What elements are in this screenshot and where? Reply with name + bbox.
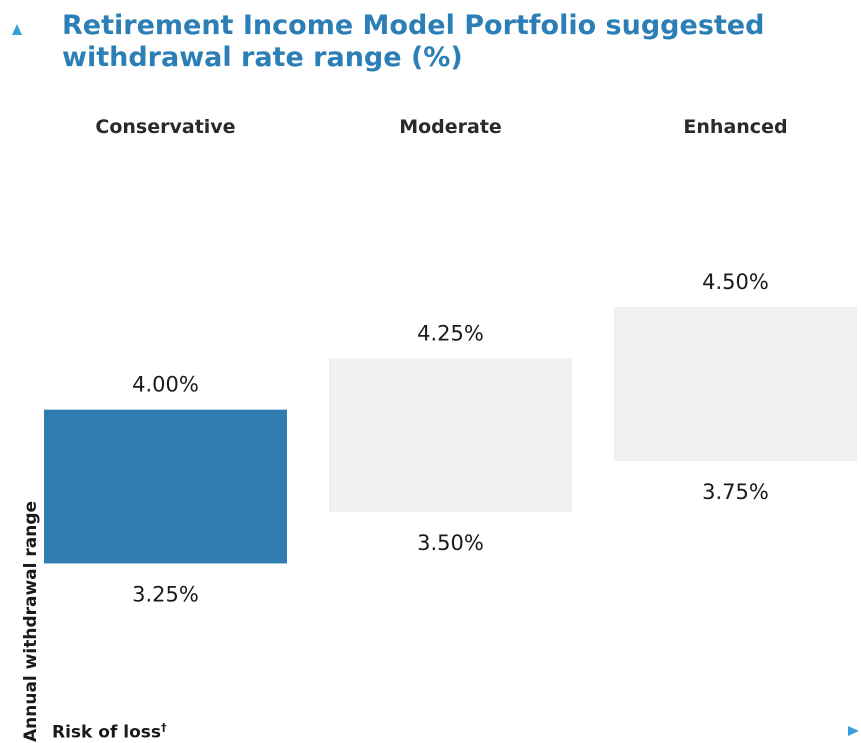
category-label: Moderate bbox=[399, 116, 502, 138]
x-axis-label-text: Risk of loss bbox=[52, 722, 161, 743]
low-value-label: 3.25% bbox=[132, 582, 199, 606]
range-bar-conservative bbox=[44, 409, 287, 564]
high-value-label: 4.50% bbox=[702, 270, 769, 294]
range-bar-moderate bbox=[329, 358, 572, 513]
range-bar-enhanced bbox=[614, 307, 857, 461]
x-axis-arrowhead bbox=[848, 726, 859, 736]
chart-title: Retirement Income Model Portfolio sugges… bbox=[62, 10, 765, 73]
low-value-label: 3.75% bbox=[702, 480, 769, 504]
high-value-label: 4.00% bbox=[132, 373, 199, 397]
x-axis-label-marker: † bbox=[161, 721, 167, 734]
x-axis-label: Risk of loss† bbox=[52, 721, 167, 743]
y-axis-label: Annual withdrawal range bbox=[21, 500, 41, 742]
high-value-label: 4.25% bbox=[417, 321, 484, 345]
low-value-label: 3.50% bbox=[417, 531, 484, 555]
category-label: Conservative bbox=[95, 116, 235, 138]
category-label: Enhanced bbox=[683, 116, 787, 138]
y-axis-arrowhead bbox=[12, 24, 22, 35]
